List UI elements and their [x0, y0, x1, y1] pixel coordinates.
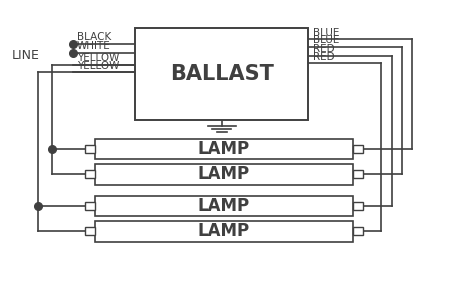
Text: YELLOW: YELLOW [77, 53, 119, 63]
Text: LAMP: LAMP [198, 165, 250, 183]
Text: RED: RED [313, 44, 335, 54]
Bar [353, 170, 363, 178]
Text: LAMP: LAMP [198, 197, 250, 215]
Bar [85, 145, 95, 153]
Text: BLACK: BLACK [77, 32, 111, 42]
Bar [353, 145, 363, 153]
Bar [85, 170, 95, 178]
Bar [95, 221, 353, 242]
Text: YELLOW: YELLOW [77, 61, 119, 71]
Text: BALLAST: BALLAST [170, 64, 273, 84]
Bar [85, 227, 95, 235]
Bar [353, 227, 363, 235]
Bar [135, 28, 308, 120]
Text: LAMP: LAMP [198, 222, 250, 240]
Text: WHITE: WHITE [77, 41, 110, 51]
Text: BLUE: BLUE [313, 28, 339, 38]
Text: RED: RED [313, 52, 335, 62]
Bar [95, 139, 353, 159]
Bar [95, 196, 353, 216]
Bar [85, 202, 95, 210]
Bar [95, 164, 353, 184]
Bar [353, 202, 363, 210]
Text: BLUE: BLUE [313, 35, 339, 45]
Text: LINE: LINE [12, 49, 40, 62]
Text: LAMP: LAMP [198, 140, 250, 158]
